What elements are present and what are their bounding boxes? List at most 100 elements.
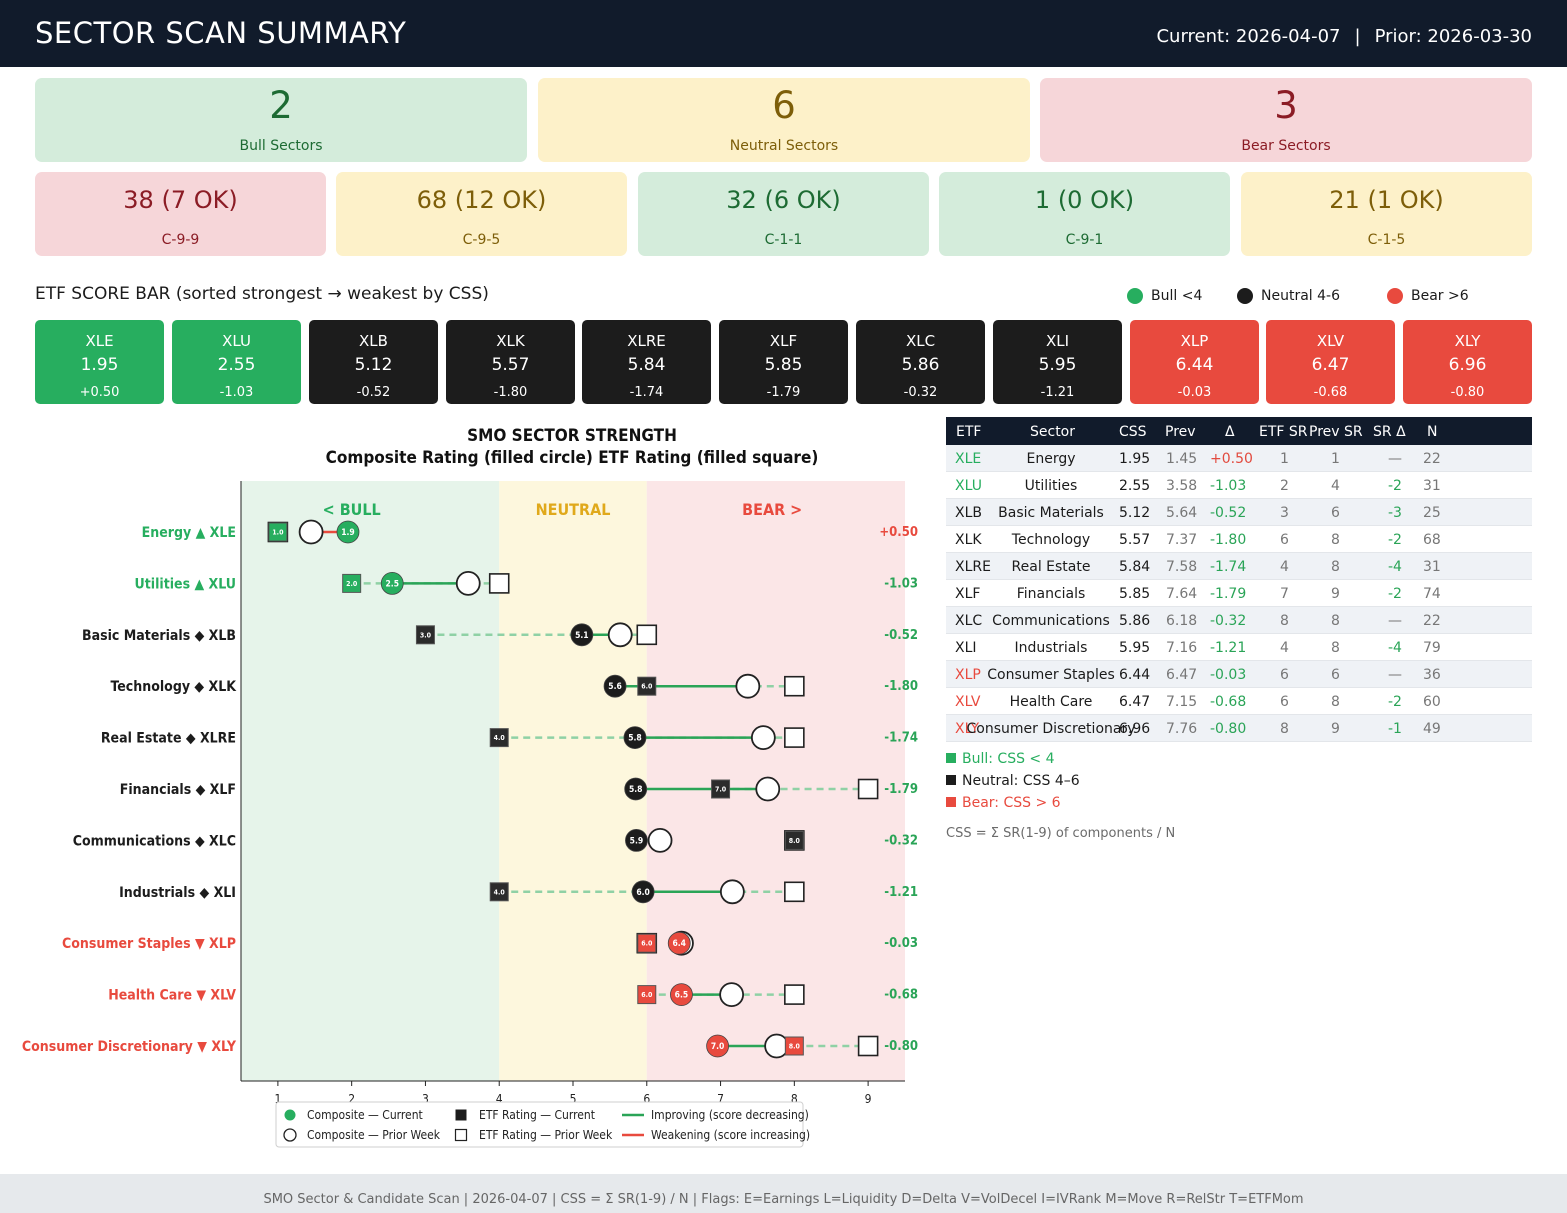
etf-prior-marker	[784, 984, 805, 1005]
etf-current-label: 4.0	[494, 888, 506, 896]
cell-prevSr: 8	[1331, 532, 1340, 548]
etf-ticker: XLK	[496, 332, 525, 350]
neutral-zone	[499, 481, 647, 1081]
etf-score: 1.95	[80, 355, 119, 375]
table-legend-neutral: Neutral: CSS 4–6	[946, 773, 1080, 789]
bear-sectors-label: Bear Sectors	[1241, 138, 1331, 154]
etf-score-xlb[interactable]: XLB 5.12 -0.52	[309, 320, 438, 404]
composite-current-marker	[623, 726, 647, 750]
legend-bear-label: Bear >6	[1411, 288, 1469, 304]
table-row[interactable]: XLY Consumer Discretionary 6.96 7.76 -0.80 8 9…	[946, 715, 1532, 742]
cell-prevSr: 8	[1331, 694, 1340, 710]
sector-table: ETF Sector CSS Prev Δ ETF SR Prev SR SR …	[946, 417, 1532, 742]
etf-score-xlu[interactable]: XLU 2.55 -1.03	[172, 320, 301, 404]
etf-current-label: 6.0	[641, 991, 653, 999]
cell-css: 5.84	[1119, 559, 1151, 575]
etf-ticker: XLB	[359, 332, 388, 350]
row-label: Financials ◆ XLF	[120, 782, 236, 798]
legend-label: Composite — Prior Week	[307, 1128, 441, 1142]
x-tick-label: 3	[422, 1092, 429, 1106]
legend-text: Bull: CSS < 4	[962, 751, 1055, 767]
etf-delta: -1.80	[493, 385, 528, 400]
legend-label: Composite — Current	[307, 1108, 423, 1122]
cell-css: 2.55	[1119, 478, 1151, 494]
cell-etf: XLV	[955, 694, 981, 710]
cell-prev: 6.18	[1166, 613, 1198, 629]
etf-current-marker	[489, 728, 509, 748]
etf-delta: -1.03	[219, 385, 254, 400]
etf-ticker: XLV	[1316, 332, 1345, 350]
composite-prior-marker	[764, 1033, 790, 1059]
etf-current-label: 6.0	[641, 683, 653, 691]
etf-prior-marker	[488, 573, 510, 594]
cell-srDelta: -2	[1388, 586, 1402, 602]
col-sector: Sector	[1030, 424, 1076, 440]
cell-css: 5.57	[1119, 532, 1151, 548]
etf-score: 5.12	[354, 355, 393, 375]
table-row[interactable]: XLE Energy 1.95 1.45 +0.50 1 1 — 22	[946, 445, 1532, 472]
cell-n: 74	[1423, 586, 1441, 602]
etf-score: 6.44	[1175, 355, 1214, 375]
neutral-sectors-count: 6	[772, 84, 796, 127]
composite-current-label: 6.5	[675, 991, 689, 1001]
legend-label: ETF Rating — Prior Week	[479, 1128, 613, 1142]
etf-current-marker	[784, 830, 804, 850]
etf-score-xlre[interactable]: XLRE 5.84 -1.74	[582, 320, 711, 404]
etf-score: 6.47	[1311, 355, 1350, 375]
css-formula-note: CSS = Σ SR(1-9) of components / N	[946, 826, 1176, 841]
etf-current-marker	[637, 676, 657, 696]
composite-current-marker	[624, 777, 648, 801]
etf-score-xly[interactable]: XLY 6.96 -0.80	[1403, 320, 1532, 404]
col-etf-sr: ETF SR	[1259, 424, 1308, 440]
etf-score-xle[interactable]: XLE 1.95 +0.50	[35, 320, 164, 404]
etf-score-xlf[interactable]: XLF 5.85 -1.79	[719, 320, 848, 404]
table-row[interactable]: XLB Basic Materials 5.12 5.64 -0.52 3 6 -3 25	[946, 499, 1532, 526]
table-row[interactable]: XLRE Real Estate 5.84 7.58 -1.74 4 8 -4 31	[946, 553, 1532, 580]
category-card-c99: 38 (7 OK) C-9-9	[35, 172, 326, 256]
etf-score-xlk[interactable]: XLK 5.57 -1.80	[446, 320, 575, 404]
composite-current-label: 6.0	[636, 888, 650, 898]
table-row[interactable]: XLF Financials 5.85 7.64 -1.79 7 9 -2 74	[946, 580, 1532, 607]
etf-score-xlc[interactable]: XLC 5.86 -0.32	[856, 320, 985, 404]
table-row[interactable]: XLC Communications 5.86 6.18 -0.32 8 8 — 22	[946, 607, 1532, 634]
etf-score-xlp[interactable]: XLP 6.44 -0.03	[1130, 320, 1259, 404]
cell-sector: Communications	[992, 613, 1110, 629]
table-row[interactable]: XLP Consumer Staples 6.44 6.47 -0.03 6 6 — 36	[946, 661, 1532, 688]
etf-prior-marker	[784, 675, 805, 697]
row-label: Basic Materials ◆ XLB	[82, 628, 236, 644]
cell-sector: Consumer Staples	[987, 667, 1115, 683]
cell-prev: 7.16	[1166, 640, 1198, 656]
cell-prevSr: 4	[1331, 478, 1340, 494]
table-row[interactable]: XLV Health Care 6.47 7.15 -0.68 6 8 -2 60	[946, 688, 1532, 715]
category-label: C-1-1	[764, 232, 803, 248]
etf-score-xli[interactable]: XLI 5.95 -1.21	[993, 320, 1122, 404]
cell-etf: XLRE	[955, 559, 991, 575]
cell-srDelta: —	[1388, 613, 1402, 629]
etf-score-xlv[interactable]: XLV 6.47 -0.68	[1266, 320, 1395, 404]
bull-sectors-count: 2	[269, 84, 293, 127]
legend-label: Improving (score decreasing)	[651, 1108, 809, 1122]
date-separator: |	[1354, 26, 1361, 47]
table-row[interactable]: XLI Industrials 5.95 7.16 -1.21 4 8 -4 79	[946, 634, 1532, 661]
cell-css: 6.47	[1119, 694, 1151, 710]
etf-score: 5.85	[764, 355, 803, 375]
legend-open-square-icon	[454, 1128, 468, 1142]
etf-delta: +0.50	[79, 385, 120, 400]
cell-sector: Energy	[1026, 451, 1076, 467]
row-label: Consumer Discretionary ▼ XLY	[22, 1039, 237, 1055]
composite-current-marker	[603, 674, 627, 698]
etf-score: 2.55	[217, 355, 256, 375]
table-row[interactable]: XLU Utilities 2.55 3.58 -1.03 2 4 -2 31	[946, 472, 1532, 499]
cell-sr: 6	[1280, 532, 1289, 548]
etf-prior-marker	[784, 881, 805, 903]
legend-text: Bear: CSS > 6	[962, 795, 1061, 811]
legend-label: ETF Rating — Current	[479, 1108, 595, 1122]
etf-prior-marker	[636, 624, 658, 646]
prior-date: Prior: 2026-03-30	[1374, 26, 1532, 47]
etf-current-label: 3.0	[420, 631, 432, 639]
composite-prior-marker	[607, 622, 633, 648]
table-row[interactable]: XLK Technology 5.57 7.37 -1.80 6 8 -2 68	[946, 526, 1532, 553]
cell-sector: Utilities	[1024, 478, 1078, 494]
composite-current-label: 5.8	[628, 734, 642, 744]
legend-neutral-label: Neutral 4-6	[1261, 288, 1340, 304]
